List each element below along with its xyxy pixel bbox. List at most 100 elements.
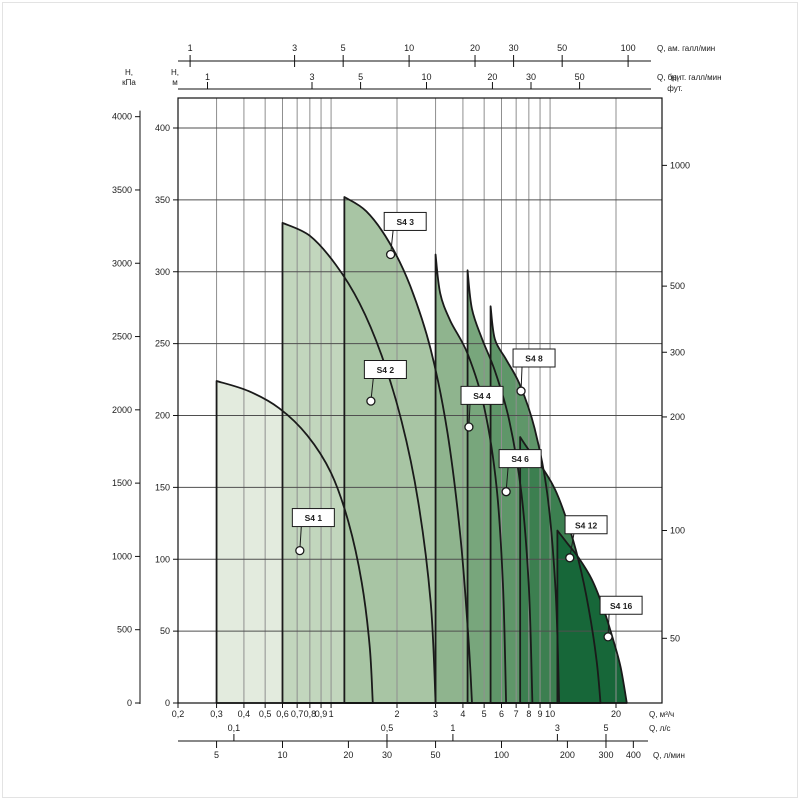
y-tick-label: 150	[155, 482, 170, 492]
envelope-fill-s4-16	[557, 530, 627, 703]
top-ruler-tick-label: 20	[487, 72, 497, 82]
label-box-s4-2	[363, 360, 407, 379]
envelope-outline-s4-2	[281, 221, 437, 704]
kpa-tick-label: 1500	[112, 478, 132, 488]
envelope-outline-s4-6	[466, 269, 534, 704]
ft-axis-title: фут.	[667, 84, 683, 93]
label-box-s4-12	[564, 515, 608, 535]
top-ruler-tick-label: 100	[621, 43, 636, 53]
lpm-tick-label: 30	[382, 750, 392, 760]
x-tick-label: 9	[538, 709, 543, 719]
top-ruler-unit: Q, брит. галл/мин	[657, 73, 722, 82]
label-box-s4-16	[599, 595, 643, 615]
label-box-s4-8	[512, 348, 556, 368]
kpa-tick-label: 3500	[112, 185, 132, 195]
label-text-s4-3: S4 3	[396, 217, 414, 227]
kpa-tick-label: 1000	[112, 551, 132, 561]
top-ruler-tick-label: 50	[557, 43, 567, 53]
x-tick-label: 0,6	[276, 709, 289, 719]
top-ruler-tick-label: 30	[526, 72, 536, 82]
y-tick-label: 350	[155, 195, 170, 205]
y-tick-label: 400	[155, 123, 170, 133]
label-text-s4-6: S4 6	[511, 454, 529, 464]
label-dot-s4-4	[464, 422, 474, 432]
y-tick-label: 0	[165, 698, 170, 708]
lps-tick-label: 0,1	[228, 723, 241, 733]
label-text-s4-2: S4 2	[377, 365, 395, 375]
y-tick-label: 200	[155, 411, 170, 421]
top-ruler-tick-label: 20	[470, 43, 480, 53]
top-ruler-tick-label: 5	[358, 72, 363, 82]
x-tick-label: 7	[514, 709, 519, 719]
x-axis-unit: Q, м³/ч	[649, 710, 674, 719]
y-tick-label: 300	[155, 267, 170, 277]
y-axis-title: H,	[171, 68, 179, 77]
label-dot-s4-8	[516, 386, 526, 396]
label-dot-s4-1	[295, 545, 305, 556]
axes-and-rulers: 0,2 0,3 0,4 0,5 0,6 0,7 0,80,9 1 2 3 4 5 6 7 8 9 10 20 Q, …	[112, 43, 722, 760]
x-tick-label: 0,5	[259, 709, 272, 719]
x-tick-label: 4	[460, 709, 465, 719]
y-tick-label: 100	[155, 554, 170, 564]
x-tick-label: 8	[526, 709, 531, 719]
lps-tick-label: 0,5	[381, 723, 394, 733]
lpm-tick-label: 20	[343, 750, 353, 760]
y-axis-title: м	[172, 78, 178, 87]
y-tick-label: 50	[160, 626, 170, 636]
x-tick-label: 0,8	[304, 709, 317, 719]
lps-tick-label: 3	[555, 723, 560, 733]
kpa-axis-title: H,	[125, 68, 133, 77]
x-tick-label: 2	[394, 709, 399, 719]
top-ruler-tick-label: 50	[575, 72, 585, 82]
kpa-tick-label: 3000	[112, 258, 132, 268]
top-ruler-tick-label: 10	[404, 43, 414, 53]
lpm-tick-label: 200	[560, 750, 575, 760]
label-box-s4-1	[291, 508, 335, 528]
lps-tick-label: 1	[450, 723, 455, 733]
kpa-tick-label: 500	[117, 625, 132, 635]
x-tick-label: 20	[611, 709, 621, 719]
top-ruler-tick-label: 1	[205, 72, 210, 82]
kpa-axis-title: кПа	[122, 78, 136, 87]
x-tick-label: 5	[482, 709, 487, 719]
x-tick-label: 0,4	[238, 709, 251, 719]
ft-tick-label: 100	[670, 526, 685, 536]
ft-tick-label: 50	[670, 633, 680, 643]
lpm-tick-label: 10	[277, 750, 287, 760]
kpa-tick-label: 2500	[112, 332, 132, 342]
label-box-s4-4	[460, 385, 504, 405]
lpm-tick-label: 300	[598, 750, 613, 760]
x-tick-label: 10	[545, 709, 555, 719]
top-ruler-tick-label: 30	[509, 43, 519, 53]
plot-border	[177, 97, 663, 704]
top-ruler-tick-label: 3	[309, 72, 314, 82]
ft-tick-label: 500	[670, 281, 685, 291]
envelope-outline-s4-8	[489, 305, 560, 704]
x-tick-label: 0,7	[291, 709, 304, 719]
x-tick-label: 0,3	[210, 709, 223, 719]
envelope-outline-s4-1	[215, 380, 374, 704]
lpm-tick-label: 400	[626, 750, 641, 760]
x-tick-label: 1	[329, 709, 334, 719]
envelope-outlines	[215, 196, 628, 704]
label-box-s4-6	[498, 449, 542, 469]
envelope-outline-s4-4	[434, 253, 507, 704]
label-dot-s4-3	[385, 249, 396, 260]
lpm-tick-label: 50	[431, 750, 441, 760]
label-dot-s4-12	[565, 553, 575, 563]
label-box-s4-3	[383, 211, 427, 231]
top-ruler-tick-label: 1	[188, 43, 193, 53]
ft-tick-label: 200	[670, 412, 685, 422]
kpa-tick-label: 4000	[112, 112, 132, 122]
ft-tick-label: 300	[670, 347, 685, 357]
x-tick-label: 0,2	[172, 709, 185, 719]
x-tick-label: 0,9	[315, 709, 328, 719]
ft-tick-label: 1000	[670, 160, 690, 170]
label-text-s4-16: S4 16	[610, 601, 632, 611]
lpm-tick-label: 100	[494, 750, 509, 760]
pump-range-chart: 0,2 0,3 0,4 0,5 0,6 0,7 0,80,9 1 2 3 4 5 6 7 8 9 10 20 Q, …	[112, 43, 722, 760]
label-text-s4-8: S4 8	[525, 354, 543, 364]
label-text-s4-4: S4 4	[473, 391, 491, 401]
label-text-s4-1: S4 1	[305, 513, 323, 523]
